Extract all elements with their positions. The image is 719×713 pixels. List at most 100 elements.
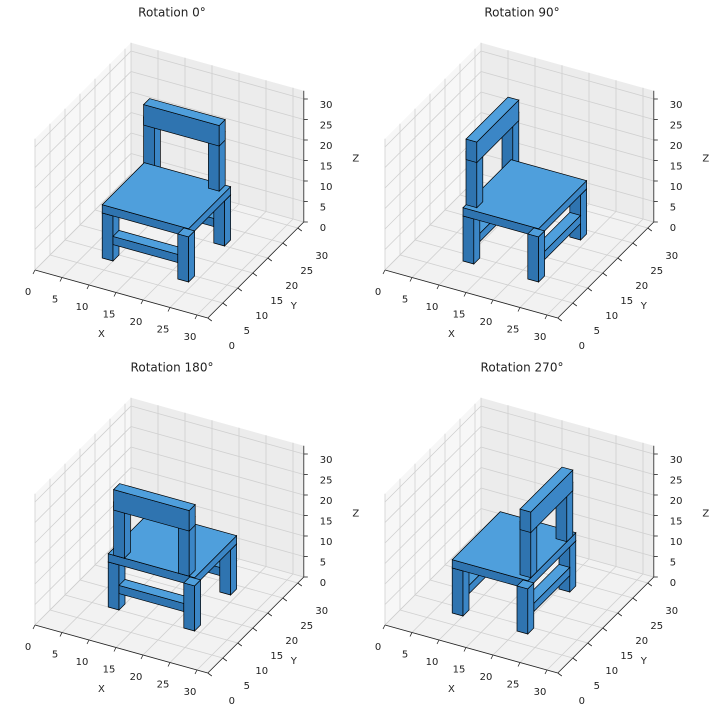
y-tick-label: 0 [229, 696, 235, 707]
x-tick-label: 30 [184, 687, 197, 698]
grid-line [519, 211, 617, 308]
z-tick-label: 20 [320, 141, 333, 152]
tick-mark [282, 242, 288, 247]
tick-mark [194, 669, 198, 675]
grid-line [34, 405, 132, 503]
subplot: 051015202530051015202530051015202530XYZR… [25, 6, 360, 353]
grid-line [384, 426, 482, 523]
z-tick-label: 15 [320, 162, 333, 173]
grid-line [519, 566, 617, 663]
voxel-face [112, 483, 196, 511]
grid-line [34, 132, 132, 230]
grid-line [34, 112, 132, 209]
left-pane [385, 42, 481, 270]
z-tick-label: 30 [320, 455, 333, 466]
tick-mark [32, 269, 36, 275]
x-tick-label: 25 [157, 680, 170, 691]
voxel-face [183, 576, 202, 587]
z-tick-label: 20 [320, 496, 333, 507]
voxel-face [101, 162, 232, 230]
voxel-face [462, 159, 588, 230]
y-tick-label: 30 [665, 606, 678, 617]
tick-mark [222, 302, 228, 307]
subplot-title: Rotation 0° [138, 6, 206, 20]
subplot-title: Rotation 180° [131, 361, 214, 375]
tick-mark [267, 257, 273, 262]
y-axis-label: Y [290, 656, 298, 667]
x-tick-label: 15 [103, 310, 116, 321]
tick-mark [602, 627, 608, 632]
tick-mark [59, 632, 63, 637]
grid-line [384, 528, 482, 626]
grid-line [384, 173, 482, 271]
z-axis-label: Z [352, 153, 359, 164]
y-axis-line [557, 221, 655, 319]
y-tick-label: 15 [620, 651, 633, 662]
y-axis-line [207, 221, 305, 319]
subplot: 051015202530051015202530051015202530XYZR… [25, 361, 360, 708]
x-tick-label: 10 [76, 657, 89, 668]
z-axis-label: Z [352, 508, 359, 519]
grid-line [384, 91, 482, 189]
grid-line [384, 71, 482, 168]
voxel-face [465, 138, 478, 164]
grid-line [384, 132, 482, 230]
voxel-face [177, 227, 196, 238]
x-tick-label: 10 [426, 302, 439, 313]
tick-mark [436, 284, 440, 290]
y-tick-label: 25 [300, 266, 313, 277]
grid-line [34, 71, 132, 168]
grid-line [64, 239, 238, 289]
grid-line [34, 91, 132, 189]
z-tick-label: 25 [320, 476, 333, 487]
voxel-face [183, 582, 195, 632]
tick-mark [517, 307, 521, 312]
tick-mark [252, 272, 258, 277]
tick-mark [194, 314, 198, 320]
tick-mark [297, 582, 303, 587]
grid-line [399, 254, 573, 304]
x-tick-label: 30 [184, 332, 197, 343]
voxel-face [527, 227, 546, 238]
tick-mark [140, 299, 144, 305]
tick-mark [167, 307, 171, 312]
x-tick-label: 25 [507, 325, 520, 336]
tick-mark [544, 669, 548, 675]
grid-line [64, 594, 238, 644]
voxel-face [177, 233, 189, 283]
grid-line [130, 467, 304, 516]
tick-mark [632, 597, 638, 602]
tick-mark [113, 292, 117, 297]
tick-mark [86, 284, 90, 290]
y-tick-label: 30 [315, 251, 328, 262]
y-tick-label: 5 [594, 681, 600, 692]
x-tick-label: 20 [130, 672, 143, 683]
z-tick-label: 15 [670, 517, 683, 528]
y-tick-label: 20 [285, 281, 298, 292]
subplot: 051015202530051015202530051015202530XYZR… [375, 361, 710, 708]
z-tick-label: 0 [320, 223, 326, 234]
grid-line [480, 405, 654, 455]
tick-mark [113, 647, 117, 652]
y-tick-label: 10 [255, 311, 268, 322]
x-tick-label: 20 [480, 672, 493, 683]
voxel-face [188, 230, 195, 283]
grid-line [480, 71, 654, 120]
z-tick-label: 10 [320, 182, 333, 193]
grid-line [429, 224, 603, 274]
y-axis-label: Y [640, 301, 648, 312]
y-tick-label: 20 [635, 636, 648, 647]
z-axis-label: Z [702, 153, 709, 164]
subplot: 051015202530051015202530051015202530XYZR… [375, 6, 710, 353]
tick-mark [557, 672, 563, 677]
y-tick-label: 5 [594, 326, 600, 337]
tick-mark [587, 287, 593, 292]
tick-mark [86, 639, 90, 645]
left-pane [385, 397, 481, 625]
voxel-face [519, 508, 532, 534]
z-tick-label: 25 [670, 476, 683, 487]
tick-mark [647, 582, 653, 587]
y-tick-label: 30 [665, 251, 678, 262]
voxel-face [527, 582, 535, 635]
grid-line [34, 173, 132, 271]
